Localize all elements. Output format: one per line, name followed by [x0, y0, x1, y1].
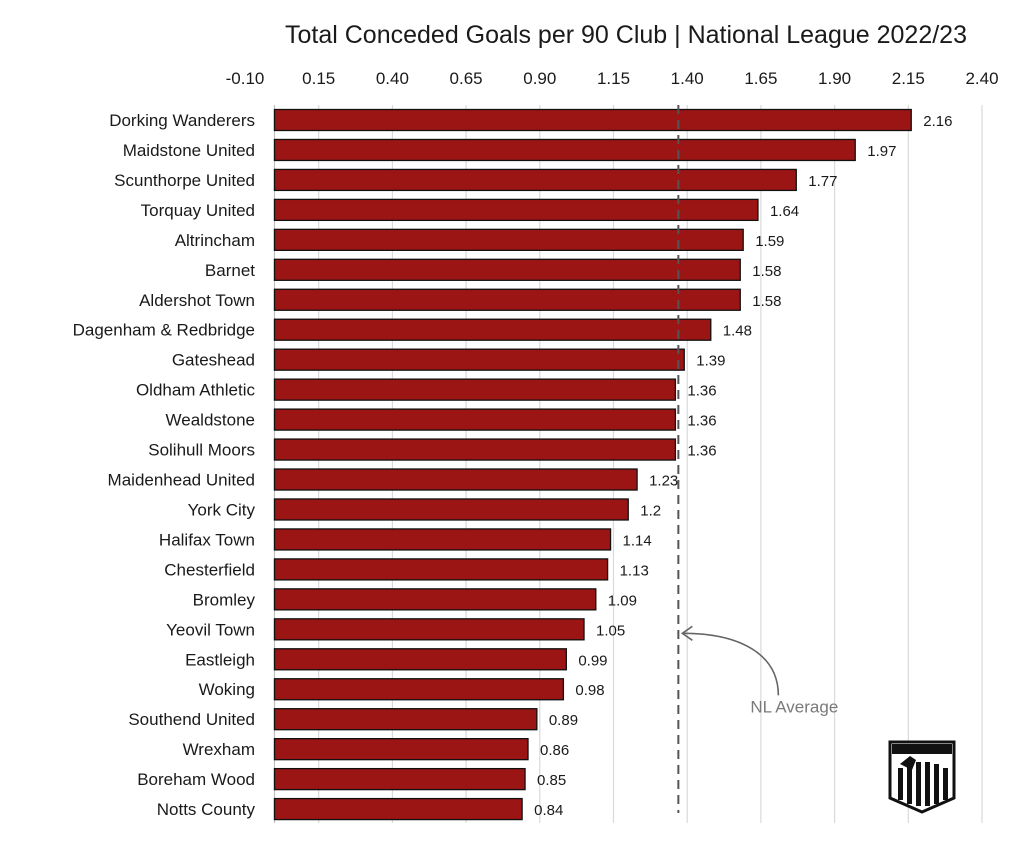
category-label-eastleigh: Eastleigh — [185, 650, 255, 669]
category-label-wrexham: Wrexham — [183, 740, 255, 759]
value-label-chesterfield: 1.13 — [620, 562, 649, 579]
x-tick-label-0-40: 0.40 — [376, 69, 409, 88]
value-label-notts-county: 0.84 — [534, 802, 563, 819]
bar-boreham-wood — [273, 767, 526, 791]
category-label-dagenham-and-redbridge: Dagenham & Redbridge — [73, 321, 255, 340]
bar-wealdstone — [273, 408, 677, 431]
category-label-wealdstone: Wealdstone — [166, 411, 255, 430]
x-tick-label-0-65: 0.65 — [450, 69, 483, 88]
value-label-wrexham: 0.86 — [540, 742, 569, 759]
bar-gateshead — [273, 348, 685, 371]
bar-yeovil-town — [273, 618, 585, 641]
average-annotation-arrowhead — [680, 625, 693, 641]
value-label-yeovil-town: 1.05 — [596, 622, 625, 639]
value-label-southend-united: 0.89 — [549, 712, 578, 729]
x-tick-label-1-40: 1.40 — [671, 69, 704, 88]
average-annotation-arrow — [683, 632, 780, 696]
x-tick-label-1-15: 1.15 — [597, 69, 630, 88]
category-label-altrincham: Altrincham — [175, 231, 255, 250]
category-label-torquay-united: Torquay United — [141, 201, 255, 220]
x-tick-label-0-10: -0.10 — [226, 69, 265, 88]
category-label-oldham-athletic: Oldham Athletic — [136, 381, 256, 400]
category-label-aldershot-town: Aldershot Town — [139, 291, 255, 310]
bar-southend-united — [273, 708, 538, 731]
bar-barnet — [273, 258, 741, 281]
value-label-wealdstone: 1.36 — [687, 413, 716, 430]
value-label-bromley: 1.09 — [608, 592, 637, 609]
value-label-eastleigh: 0.99 — [578, 652, 607, 669]
value-label-scunthorpe-united: 1.77 — [808, 173, 837, 190]
chart-title: Total Conceded Goals per 90 Club | Natio… — [285, 21, 967, 49]
bar-dagenham-and-redbridge — [273, 318, 712, 341]
bar-woking — [273, 678, 565, 701]
bar-york-city — [273, 498, 629, 521]
category-label-woking: Woking — [199, 680, 255, 699]
category-label-gateshead: Gateshead — [172, 351, 255, 370]
category-label-solihull-moors: Solihull Moors — [148, 441, 255, 460]
value-label-oldham-athletic: 1.36 — [687, 383, 716, 400]
category-label-southend-united: Southend United — [128, 710, 255, 729]
bar-solihull-moors — [273, 438, 677, 461]
bar-notts-county — [273, 797, 523, 821]
category-label-boreham-wood: Boreham Wood — [137, 770, 255, 789]
bar-scunthorpe-united — [273, 168, 797, 192]
category-label-maidstone-united: Maidstone United — [123, 141, 255, 160]
x-tick-label-1-90: 1.90 — [818, 69, 851, 88]
category-label-notts-county: Notts County — [157, 800, 256, 819]
notts-county-stats-logo — [888, 740, 956, 814]
value-label-solihull-moors: 1.36 — [687, 443, 716, 460]
category-label-barnet: Barnet — [205, 261, 255, 280]
value-label-torquay-united: 1.64 — [770, 203, 799, 220]
value-label-maidstone-united: 1.97 — [867, 143, 896, 160]
bar-maidstone-united — [273, 138, 856, 162]
category-label-dorking-wanderers: Dorking Wanderers — [109, 111, 255, 130]
bar-wrexham — [273, 738, 529, 761]
value-label-aldershot-town: 1.58 — [752, 293, 781, 310]
value-label-boreham-wood: 0.85 — [537, 772, 566, 789]
category-label-yeovil-town: Yeovil Town — [166, 620, 255, 639]
category-label-halifax-town: Halifax Town — [159, 530, 255, 549]
category-label-scunthorpe-united: Scunthorpe United — [114, 171, 255, 190]
value-label-dagenham-and-redbridge: 1.48 — [723, 323, 752, 340]
grid — [273, 105, 983, 823]
average-annotation-label: NL Average — [750, 697, 838, 716]
bar-torquay-united — [273, 198, 759, 222]
bars: Dorking Wanderers 2.16 Maidstone United 1.9… — [73, 108, 952, 821]
value-label-altrincham: 1.59 — [755, 233, 784, 250]
category-label-bromley: Bromley — [193, 590, 256, 609]
bar-maidenhead-united — [273, 468, 638, 491]
value-label-york-city: 1.2 — [640, 502, 661, 519]
bar-aldershot-town — [273, 288, 741, 311]
bar-eastleigh — [273, 648, 567, 671]
category-label-maidenhead-united: Maidenhead United — [108, 471, 255, 490]
value-label-barnet: 1.58 — [752, 263, 781, 280]
x-tick-label-0-15: 0.15 — [302, 69, 335, 88]
category-label-york-city: York City — [188, 500, 256, 519]
bar-dorking-wanderers — [273, 108, 912, 132]
x-axis-ticks: -0.10 0.15 0.40 0.65 0.90 1.15 1.40 1.65 1.90 2.1… — [226, 69, 999, 88]
x-tick-label-2-15: 2.15 — [892, 69, 925, 88]
x-tick-label-2-40: 2.40 — [965, 69, 998, 88]
average-annotation: NL Average — [677, 105, 838, 813]
value-label-dorking-wanderers: 2.16 — [923, 113, 952, 130]
category-label-chesterfield: Chesterfield — [164, 560, 255, 579]
x-tick-label-0-90: 0.90 — [523, 69, 556, 88]
bar-halifax-town — [273, 528, 612, 551]
value-label-maidenhead-united: 1.23 — [649, 473, 678, 490]
value-label-halifax-town: 1.14 — [623, 532, 652, 549]
bar-chesterfield — [273, 558, 609, 581]
value-label-gateshead: 1.39 — [696, 353, 725, 370]
bar-altrincham — [273, 228, 744, 251]
value-label-woking: 0.98 — [575, 682, 604, 699]
x-tick-label-1-65: 1.65 — [744, 69, 777, 88]
bar-oldham-athletic — [273, 378, 677, 401]
bar-bromley — [273, 588, 597, 611]
